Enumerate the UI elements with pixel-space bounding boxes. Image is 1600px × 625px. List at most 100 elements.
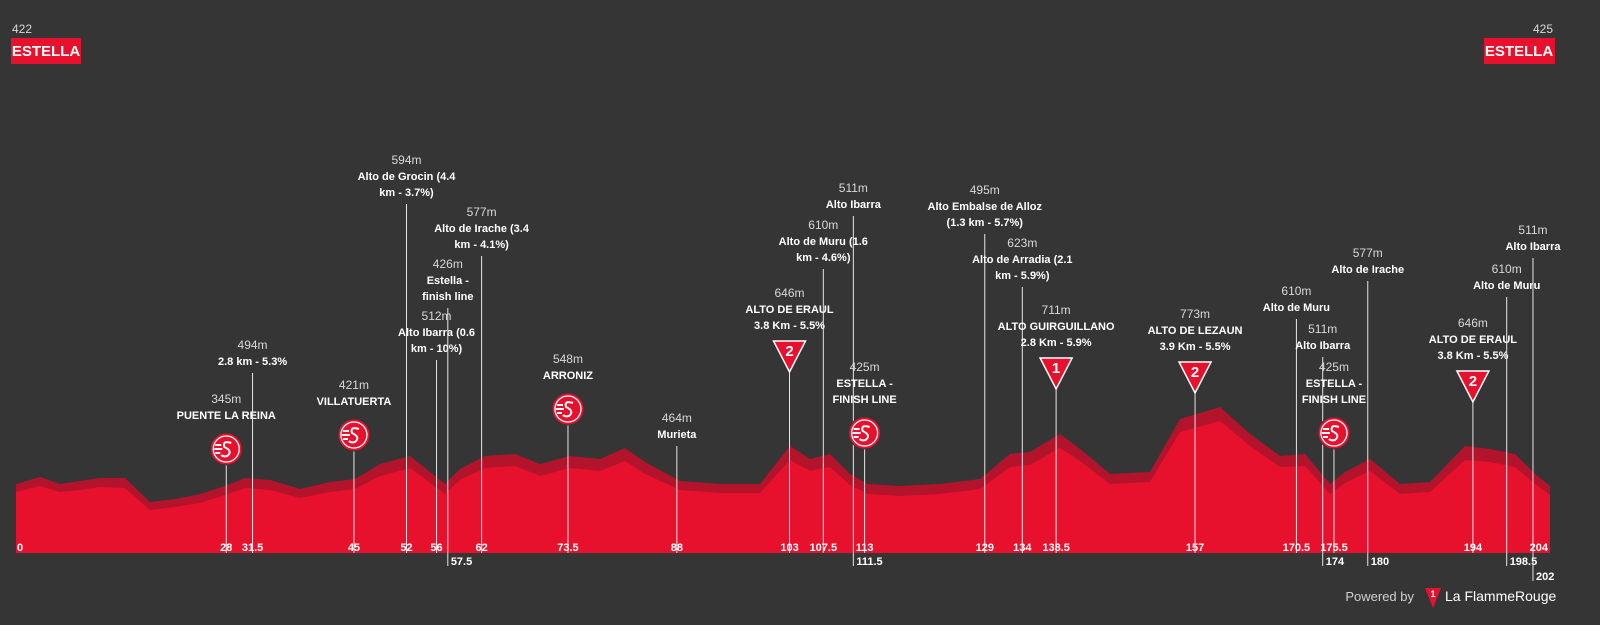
waypoint-name: Murieta (657, 429, 697, 441)
km-label: 202 (1536, 571, 1554, 583)
waypoint-name: km - 5.9%) (995, 270, 1050, 282)
waypoint-name: ARRONIZ (543, 370, 593, 382)
category-icon (1455, 370, 1491, 404)
waypoint-altitude: 594m (391, 153, 421, 167)
km-label: 56 (430, 542, 442, 554)
waypoint-name: Alto de Grocin (4.4 (358, 171, 457, 183)
km-label: 157 (1186, 542, 1204, 554)
km-label: 194 (1464, 542, 1483, 554)
sprint-glyph (214, 441, 232, 458)
km-label: 45 (348, 542, 360, 554)
waypoint-name: 3.8 Km - 5.5% (1437, 350, 1508, 362)
waypoint-altitude: 421m (339, 378, 369, 392)
waypoint-altitude: 577m (1353, 246, 1383, 260)
km-label: 28 (220, 542, 232, 554)
waypoint-name: ALTO DE LEZAUN (1148, 325, 1243, 337)
waypoint-name: Estella - (427, 275, 470, 287)
waypoint-altitude: 511m (1518, 223, 1547, 237)
waypoint-name: Alto Ibarra (1505, 241, 1561, 253)
waypoint-name: Alto Ibarra (1295, 340, 1351, 352)
waypoint-name: km - 4.1%) (454, 239, 509, 251)
km-label: 204 (1530, 542, 1549, 554)
km-label: 62 (475, 542, 487, 554)
waypoint-name: finish line (422, 291, 473, 303)
waypoint-name: km - 4.6%) (796, 252, 851, 264)
waypoint-name: Alto de Irache (3.4 (434, 223, 530, 235)
waypoint-altitude: 646m (1458, 316, 1488, 330)
waypoint-altitude: 495m (970, 183, 1000, 197)
waypoint-name: Alto de Irache (1331, 264, 1404, 276)
finish-altitude: 425 (1533, 22, 1553, 36)
sprint-ring (850, 419, 879, 447)
sprint-glyph (1321, 425, 1340, 442)
brand-mark: 1 (1430, 589, 1435, 599)
waypoint-name: km - 10%) (411, 343, 463, 355)
km-label: 111.5 (856, 556, 882, 568)
waypoint-altitude: 511m (839, 181, 868, 195)
km-label: 73.5 (557, 542, 578, 554)
waypoint-altitude: 512m (422, 309, 452, 323)
km-label: 170.5 (1283, 542, 1311, 554)
waypoint-name: ESTELLA - (1306, 378, 1363, 390)
waypoint-altitude: 548m (553, 352, 583, 366)
sprint-glyph (852, 425, 870, 442)
waypoint-name: 3.9 Km - 5.5% (1160, 341, 1231, 353)
waypoint-altitude: 610m (808, 218, 838, 232)
waypoint-altitude: 646m (774, 286, 804, 300)
waypoint-altitude: 623m (1007, 236, 1037, 250)
start-altitude: 422 (12, 22, 32, 36)
km-label: 175.5 (1320, 542, 1348, 554)
waypoint-altitude: 577m (467, 205, 497, 219)
waypoint-name: Alto de Muru (1263, 302, 1330, 314)
waypoint-name: Alto Embalse de Alloz (928, 201, 1043, 213)
km-label: 0 (17, 542, 23, 554)
km-label: 107.5 (810, 542, 838, 554)
waypoint-name: ESTELLA - (836, 378, 893, 390)
finish-badge (1484, 38, 1555, 64)
waypoint-name: ALTO DE ERAUL (1429, 334, 1517, 346)
waypoint-altitude: 494m (238, 338, 268, 352)
waypoint-name: (1.3 km - 5.7%) (947, 217, 1024, 229)
km-label: 103 (780, 542, 798, 554)
waypoint-altitude: 464m (662, 411, 692, 425)
waypoint-name: ALTO DE ERAUL (745, 304, 833, 316)
km-label: 52 (400, 542, 412, 554)
waypoint-name: FINISH LINE (833, 394, 897, 406)
waypoint-altitude: 345m (211, 392, 241, 406)
waypoint-name: Alto de Muru (1.6 (779, 236, 868, 248)
category-icon (772, 340, 807, 374)
km-label: 129 (976, 542, 994, 554)
km-label: 88 (671, 542, 683, 554)
sprint-ring (1320, 419, 1348, 447)
waypoint-name: FINISH LINE (1302, 394, 1366, 406)
waypoint-name: 2.8 Km - 5.9% (1021, 337, 1092, 349)
km-label: 134 (1013, 542, 1032, 554)
km-label: 31.5 (242, 542, 263, 554)
waypoint-name: 3.8 Km - 5.5% (754, 320, 825, 332)
sprint-glyph (555, 401, 574, 418)
category-icon (1038, 357, 1074, 391)
waypoint-name: ALTO GUIRGUILLANO (998, 321, 1115, 333)
category-number: 2 (785, 343, 793, 360)
sprint-ring (212, 435, 240, 463)
category-icon (1177, 361, 1213, 395)
waypoint-name: km - 3.7%) (379, 187, 434, 199)
sprint-ring (554, 395, 582, 423)
brand-name: La FlammeRouge (1445, 588, 1556, 604)
waypoint-name: Alto de Arradia (2.1 (972, 254, 1072, 266)
category-number: 2 (1191, 364, 1199, 381)
waypoint-name: Alto Ibarra (0.6 (398, 327, 475, 339)
waypoint-altitude: 511m (1308, 322, 1337, 336)
profile (16, 421, 1550, 553)
waypoint-altitude: 711m (1042, 303, 1071, 317)
km-label: 113 (856, 542, 874, 554)
waypoint-altitude: 426m (433, 257, 463, 271)
waypoint-name: VILLATUERTA (317, 396, 392, 408)
brand-logo (1425, 588, 1441, 608)
km-label: 57.5 (451, 556, 472, 568)
finish-name: ESTELLA (1485, 43, 1554, 60)
waypoint-altitude: 425m (850, 360, 880, 374)
waypoint-altitude: 773m (1180, 307, 1210, 321)
start-name: ESTELLA (12, 43, 81, 60)
